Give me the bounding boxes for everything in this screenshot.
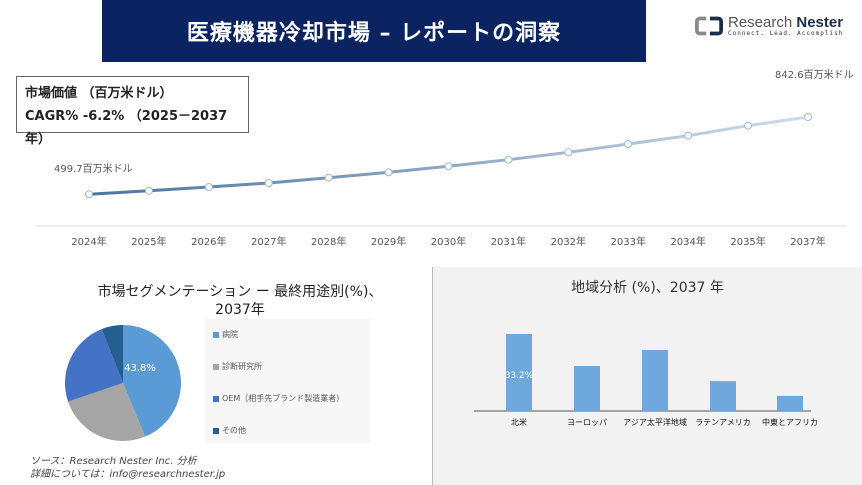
bar-chart-title: 地域分析 (%)、2037 年 xyxy=(571,280,724,296)
legend-item: 診断研究所 xyxy=(213,361,262,372)
legend-label: OEM（相手先ブランド製造業者） xyxy=(222,394,345,403)
x-tick-label: 2030年 xyxy=(431,235,466,248)
bar-data-label: 33.2% xyxy=(505,371,534,381)
x-tick-label: 2027年 xyxy=(251,235,286,248)
page-title: 医療機器冷却市場 – レポートの洞察 xyxy=(102,0,646,62)
x-tick-label: 2032年 xyxy=(551,235,586,248)
pie-slice xyxy=(101,325,123,383)
x-tick-label: 2026年 xyxy=(191,235,226,248)
data-point xyxy=(204,182,213,191)
data-point xyxy=(684,131,693,140)
line-chart: 2024年 2025年 2026年 2027年 2028年 2029年 2030年 2031年… xyxy=(36,68,854,248)
series-line xyxy=(88,115,809,196)
x-tick-label: 北米 xyxy=(511,417,527,427)
source-line: ソース：Research Nester Inc. 分析 xyxy=(30,456,197,467)
pie-slice xyxy=(123,325,181,437)
data-point xyxy=(324,173,333,182)
bar xyxy=(777,395,803,411)
x-tick-label: 2034年 xyxy=(670,235,705,248)
bar xyxy=(506,334,532,411)
data-point xyxy=(564,148,573,157)
data-point xyxy=(744,121,753,130)
data-label-last: 842.6百万米ドル xyxy=(775,68,854,81)
data-point xyxy=(144,186,153,195)
x-tick-label: 2029年 xyxy=(371,235,406,248)
legend-item: 病院 xyxy=(213,329,238,340)
legend-item: OEM（相手先ブランド製造業者） xyxy=(213,393,344,404)
x-tick-label: 2035年 xyxy=(730,235,765,248)
legend-swatch xyxy=(213,363,219,370)
legend-label: 診断研究所 xyxy=(222,362,262,371)
x-tick-label: ラテンアメリカ xyxy=(695,418,751,427)
market-value-label: 市場価値 （百万米ドル） xyxy=(25,86,173,101)
bar xyxy=(710,381,736,411)
x-tick-label: 2033年 xyxy=(611,235,646,248)
legend-item: その他 xyxy=(213,425,246,436)
pie-data-label: 43.8% xyxy=(124,363,156,374)
x-tick-label: 2024年 xyxy=(71,235,106,248)
pie-chart: 43.8% xyxy=(65,325,181,441)
data-point xyxy=(444,162,453,171)
bar xyxy=(642,350,668,411)
regional-panel: 北米 ヨーロッパ アジア太平洋地域 ラテンアメリカ 中東とアフリカ 33.2% 地域分析 … xyxy=(432,267,862,485)
data-point xyxy=(384,168,393,177)
pie-slice xyxy=(68,383,146,441)
pie-legend: 病院診断研究所 OEM（相手先ブランド製造業者） その他 xyxy=(205,319,370,443)
x-tick-label: アジア太平洋地域 xyxy=(623,417,687,427)
x-tick-label: 2037年 xyxy=(790,235,825,248)
logo-name: Research xyxy=(728,14,793,31)
x-tick-label: 中東とアフリカ xyxy=(762,417,818,427)
pie-chart-title: 市場セグメンテーション ー 最終用途別(%)、2037年 xyxy=(97,284,383,318)
market-info-box: 市場価値 （百万米ドル） CAGR% -6.2% （2025－2037年） xyxy=(16,76,249,147)
bar-chart: 北米 ヨーロッパ アジア太平洋地域 ラテンアメリカ 中東とアフリカ 33.2% xyxy=(474,334,818,427)
logo-name-bold: Nester xyxy=(796,14,844,31)
x-tick-label: 2031年 xyxy=(491,235,526,248)
legend-swatch xyxy=(213,395,219,402)
logo: Research Nester Connect. Lead. Accomplis… xyxy=(695,15,843,37)
logo-icon xyxy=(695,16,723,36)
x-tick-label: ヨーロッパ xyxy=(567,418,607,427)
data-point xyxy=(264,179,273,188)
source-note: ソース：Research Nester Inc. 分析 詳細については：info… xyxy=(30,455,225,481)
data-point xyxy=(504,155,513,164)
data-point xyxy=(804,113,812,121)
cagr-label: CAGR% -6.2% （2025－2037年） xyxy=(25,109,228,147)
x-tick-label: 2025年 xyxy=(131,235,166,248)
legend-label: その他 xyxy=(222,426,246,435)
data-point xyxy=(85,190,93,199)
legend-swatch xyxy=(213,331,219,338)
data-label-first: 499.7百万米ドル xyxy=(54,162,133,175)
bar xyxy=(574,366,600,411)
legend-swatch xyxy=(213,427,219,434)
data-point xyxy=(624,140,633,149)
logo-tagline: Connect. Lead. Accomplish xyxy=(728,30,844,37)
contact-line: 詳細については：info@researchnester.jp xyxy=(30,469,226,480)
legend-label: 病院 xyxy=(222,330,238,339)
pie-slice xyxy=(65,329,123,402)
x-tick-label: 2028年 xyxy=(311,235,346,248)
